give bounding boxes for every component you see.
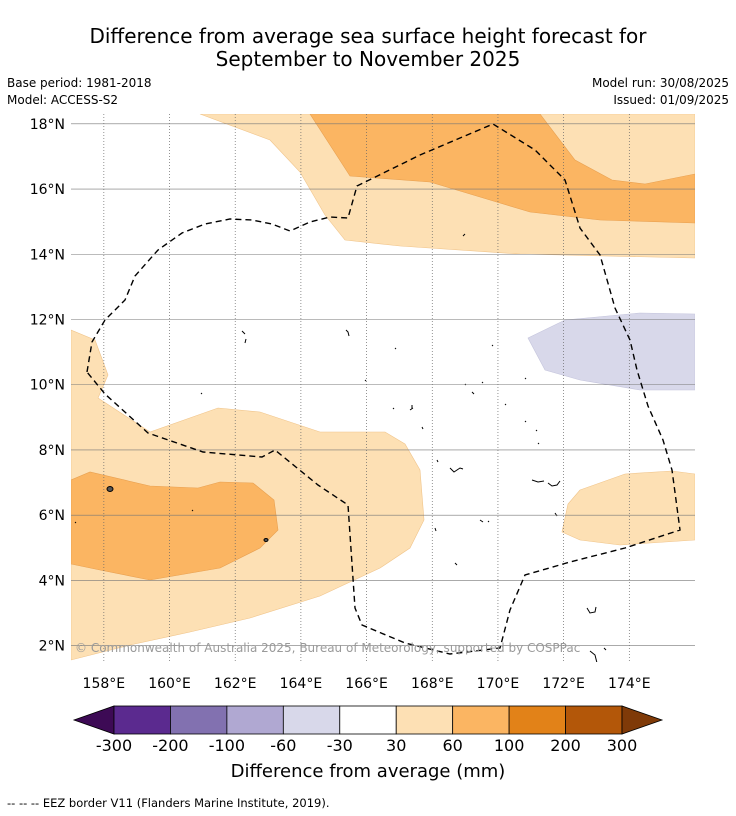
colorbar-tick-label: 100 <box>494 736 525 755</box>
colorbar-tick-label: -60 <box>270 736 296 755</box>
lon-tick-label: 174°E <box>608 676 651 692</box>
lon-tick-label: 166°E <box>345 676 388 692</box>
islands <box>74 233 607 662</box>
colorbar-tick-label: -30 <box>327 736 353 755</box>
lat-tick-label: 6°N <box>39 508 65 524</box>
colorbar-segment <box>282 705 341 735</box>
base-period: Base period: 1981-2018 <box>7 76 152 90</box>
lat-tick-label: 2°N <box>39 639 65 655</box>
colorbar-segment <box>113 705 171 735</box>
copyright-notice: © Commonwealth of Australia 2025, Bureau… <box>75 641 581 655</box>
colorbar-tick-label: 60 <box>442 736 462 755</box>
colorbar-label: Difference from average (mm) <box>230 761 506 782</box>
lon-tick-label: 172°E <box>542 676 585 692</box>
lon-tick-label: 170°E <box>477 676 520 692</box>
colorbar-tick-label: -300 <box>96 736 132 755</box>
colorbar-segment <box>565 705 623 735</box>
colorbar-segment <box>508 705 566 735</box>
lon-tick-label: 168°E <box>411 676 454 692</box>
colorbar-segment <box>395 705 454 735</box>
lat-tick-label: 12°N <box>30 313 65 329</box>
map-gridlines <box>71 114 695 662</box>
lat-tick-label: 18°N <box>30 117 65 133</box>
lat-tick-label: 4°N <box>39 573 65 589</box>
issued-date: Issued: 01/09/2025 <box>613 93 729 107</box>
colorbar-extend-low <box>72 705 115 735</box>
map-title-line2: September to November 2025 <box>215 47 521 71</box>
model-run: Model run: 30/08/2025 <box>591 76 729 90</box>
colorbar-segment <box>226 705 284 735</box>
lat-tick-label: 8°N <box>39 443 65 459</box>
map-axes: 158°E 160°E 162°E 164°E 166°E 168°E 170°E 172°E… <box>30 117 651 692</box>
colorbar-tick-label: 30 <box>386 736 406 755</box>
colorbar-segment <box>170 705 228 735</box>
lon-tick-label: 158°E <box>83 676 126 692</box>
lon-tick-label: 162°E <box>214 676 257 692</box>
colorbar-tick-label: 200 <box>550 736 581 755</box>
model-name: Model: ACCESS-S2 <box>7 93 119 107</box>
anomaly-region-60-100-north <box>309 114 695 224</box>
colorbar-extend-high <box>621 705 664 735</box>
lat-tick-label: 16°N <box>30 182 65 198</box>
lon-tick-label: 160°E <box>148 676 191 692</box>
anomaly-region-30-60-east <box>561 470 695 546</box>
colorbar-tick-label: 300 <box>607 736 638 755</box>
lon-tick-label: 164°E <box>280 676 323 692</box>
colorbar-segment <box>339 705 397 735</box>
colorbar: -300 -200 -100 -60 -30 30 60 100 200 300 <box>72 705 664 755</box>
anomaly-region-neg30-neg60 <box>527 312 695 391</box>
anomaly-field <box>71 114 695 662</box>
lat-tick-label: 10°N <box>30 378 65 394</box>
lat-tick-label: 14°N <box>30 247 65 263</box>
colorbar-tick-label: -100 <box>209 736 245 755</box>
eez-border <box>86 123 681 655</box>
map-title-line1: Difference from average sea surface heig… <box>89 24 647 48</box>
eez-legend-note: -- -- -- EEZ border V11 (Flanders Marine… <box>7 796 330 810</box>
colorbar-segment <box>452 705 510 735</box>
colorbar-tick-label: -200 <box>152 736 188 755</box>
